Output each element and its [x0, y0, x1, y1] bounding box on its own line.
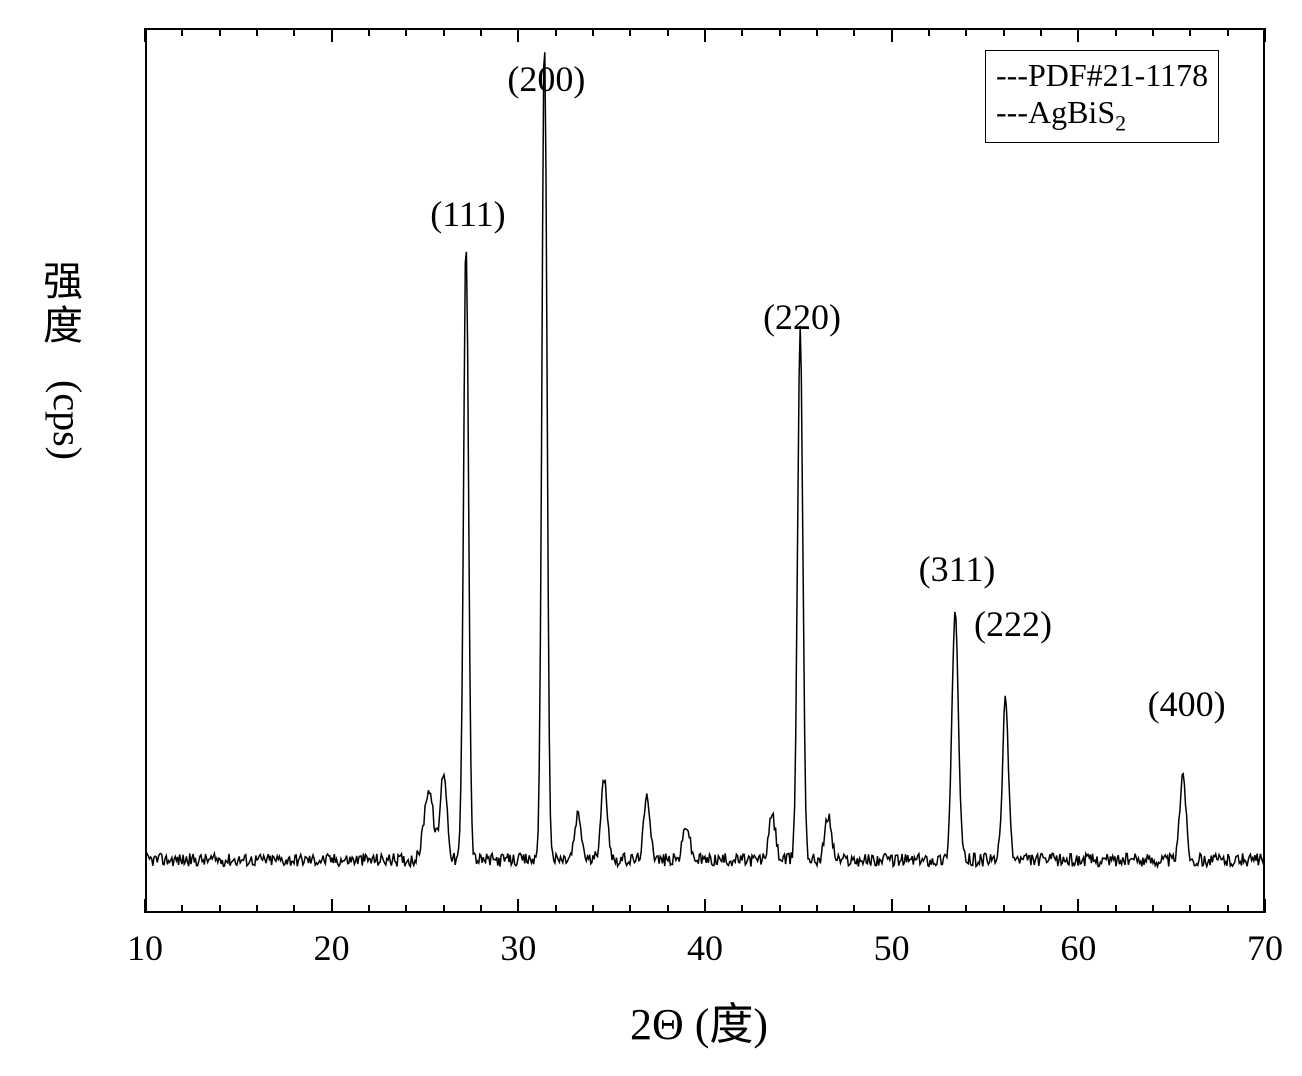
x-minor-tick	[592, 905, 594, 913]
x-major-tick	[144, 899, 146, 913]
x-major-tick	[704, 899, 706, 913]
x-major-tick	[1264, 899, 1266, 913]
x-minor-tick	[816, 905, 818, 913]
x-tick-label: 30	[500, 927, 536, 969]
peak-label: (220)	[763, 296, 841, 338]
legend-item: ---AgBiS2	[996, 94, 1208, 136]
x-minor-tick	[219, 28, 221, 36]
x-minor-tick	[965, 28, 967, 36]
x-minor-tick	[181, 28, 183, 36]
x-minor-tick	[1189, 905, 1191, 913]
x-major-tick	[704, 28, 706, 42]
x-minor-tick	[853, 28, 855, 36]
xrd-pattern-line	[0, 0, 1302, 1076]
x-major-tick	[517, 28, 519, 42]
x-tick-label: 50	[874, 927, 910, 969]
x-minor-tick	[779, 28, 781, 36]
x-major-tick	[1077, 28, 1079, 42]
x-minor-tick	[480, 28, 482, 36]
x-minor-tick	[853, 905, 855, 913]
x-minor-tick	[219, 905, 221, 913]
x-axis-label: 2Θ (度)	[630, 988, 768, 1052]
x-minor-tick	[1227, 905, 1229, 913]
x-minor-tick	[443, 28, 445, 36]
peak-label: (311)	[919, 548, 996, 590]
peak-label: (222)	[974, 603, 1052, 645]
x-minor-tick	[1003, 905, 1005, 913]
x-tick-label: 10	[127, 927, 163, 969]
x-major-tick	[1264, 28, 1266, 42]
x-tick-label: 40	[687, 927, 723, 969]
x-major-tick	[331, 28, 333, 42]
x-minor-tick	[1040, 28, 1042, 36]
x-major-tick	[331, 899, 333, 913]
peak-label: (200)	[507, 58, 585, 100]
x-minor-tick	[667, 28, 669, 36]
x-minor-tick	[741, 905, 743, 913]
x-minor-tick	[1152, 905, 1154, 913]
x-minor-tick	[816, 28, 818, 36]
x-minor-tick	[1115, 28, 1117, 36]
x-tick-label: 60	[1060, 927, 1096, 969]
x-minor-tick	[555, 28, 557, 36]
x-minor-tick	[480, 905, 482, 913]
x-major-tick	[1077, 899, 1079, 913]
x-minor-tick	[405, 28, 407, 36]
x-minor-tick	[293, 28, 295, 36]
peak-label: (111)	[430, 193, 505, 235]
x-minor-tick	[1040, 905, 1042, 913]
x-minor-tick	[1003, 28, 1005, 36]
xrd-chart-container: 强度 (cps) 2Θ (度) ---PDF#21-1178---AgBiS2 …	[0, 0, 1302, 1076]
x-minor-tick	[741, 28, 743, 36]
x-minor-tick	[928, 28, 930, 36]
x-major-tick	[517, 899, 519, 913]
xrd-line-path	[145, 52, 1264, 866]
x-major-tick	[891, 28, 893, 42]
x-major-tick	[891, 899, 893, 913]
x-minor-tick	[443, 905, 445, 913]
x-major-tick	[144, 28, 146, 42]
x-minor-tick	[928, 905, 930, 913]
x-minor-tick	[629, 28, 631, 36]
x-minor-tick	[1152, 28, 1154, 36]
legend-item: ---PDF#21-1178	[996, 57, 1208, 94]
x-minor-tick	[1115, 905, 1117, 913]
x-minor-tick	[555, 905, 557, 913]
x-minor-tick	[592, 28, 594, 36]
x-minor-tick	[779, 905, 781, 913]
x-minor-tick	[965, 905, 967, 913]
x-minor-tick	[1227, 28, 1229, 36]
x-minor-tick	[405, 905, 407, 913]
x-minor-tick	[181, 905, 183, 913]
peak-label: (400)	[1148, 683, 1226, 725]
x-minor-tick	[667, 905, 669, 913]
x-minor-tick	[368, 28, 370, 36]
x-tick-label: 20	[314, 927, 350, 969]
x-minor-tick	[256, 28, 258, 36]
x-minor-tick	[256, 905, 258, 913]
x-minor-tick	[629, 905, 631, 913]
x-minor-tick	[368, 905, 370, 913]
x-minor-tick	[1189, 28, 1191, 36]
legend-box: ---PDF#21-1178---AgBiS2	[985, 50, 1219, 143]
x-tick-label: 70	[1247, 927, 1283, 969]
x-minor-tick	[293, 905, 295, 913]
